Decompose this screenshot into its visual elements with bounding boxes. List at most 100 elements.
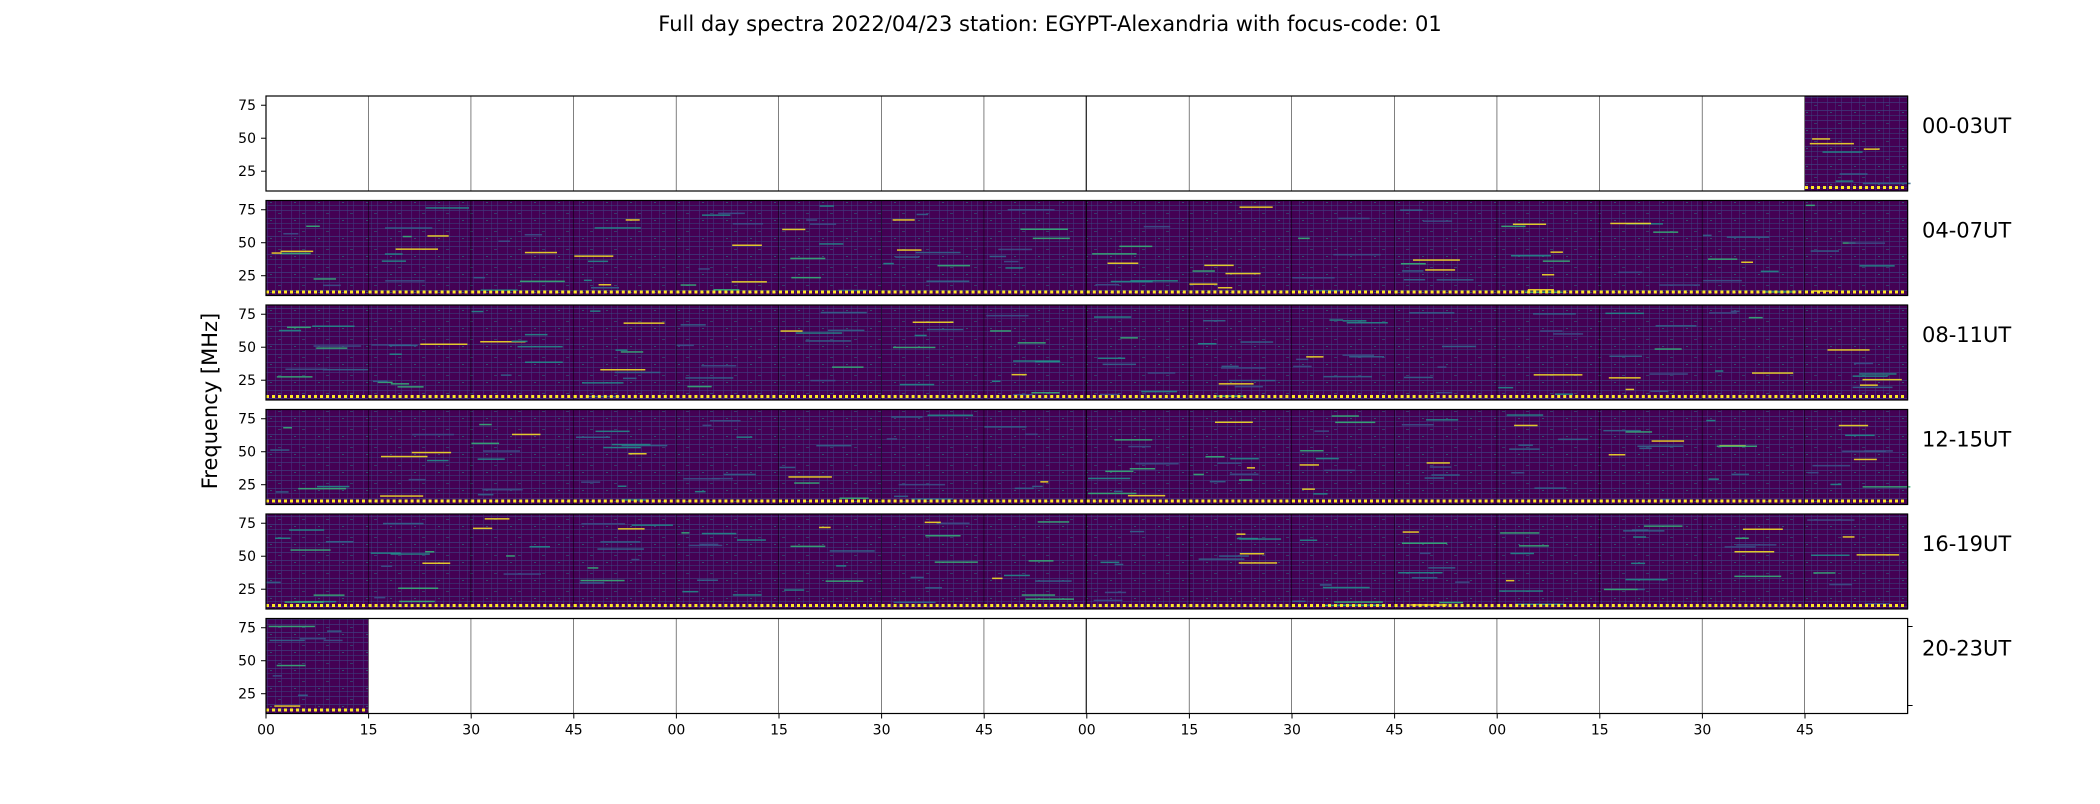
- spectral-feature: [1455, 581, 1470, 583]
- spectral-feature: [1300, 450, 1324, 452]
- spectral-feature: [1736, 544, 1777, 546]
- y-tick-label: 25: [238, 687, 256, 703]
- spectral-feature: [697, 579, 718, 581]
- spectral-feature: [511, 340, 528, 343]
- spectral-feature: [275, 537, 291, 539]
- spectral-feature: [1633, 536, 1646, 538]
- spectral-feature: [611, 443, 651, 446]
- spectral-feature: [1239, 538, 1282, 540]
- spectral-feature: [1313, 493, 1328, 495]
- spectral-feature: [897, 249, 922, 251]
- spectral-feature: [825, 580, 864, 582]
- spectral-feature: [1021, 594, 1056, 596]
- spectral-feature: [832, 366, 864, 368]
- spectral-feature: [290, 549, 331, 551]
- spectral-feature: [1338, 217, 1370, 220]
- spectral-feature: [1533, 313, 1576, 315]
- spectral-feature: [287, 326, 311, 329]
- spectral-feature: [1661, 498, 1671, 501]
- spectrum-panel: [1086, 305, 1190, 400]
- spectral-feature: [313, 594, 345, 596]
- spectrum-panel: [676, 96, 779, 191]
- spectral-feature: [390, 553, 430, 555]
- spectrum-panel: [676, 514, 779, 609]
- spectral-feature: [927, 414, 974, 416]
- spectral-feature: [1524, 291, 1563, 293]
- spectrum-panel: [573, 514, 677, 609]
- spectral-feature: [926, 280, 970, 282]
- spectral-feature: [617, 485, 627, 487]
- spectral-feature: [1230, 457, 1259, 460]
- spectral-feature: [702, 214, 731, 216]
- spectral-feature: [1533, 374, 1583, 376]
- spectral-feature: [1509, 448, 1540, 450]
- spectral-feature: [819, 526, 831, 529]
- spectrum-panel: [471, 514, 574, 609]
- spectral-feature: [688, 544, 723, 547]
- spectral-feature: [506, 555, 515, 557]
- spectral-feature: [779, 466, 796, 469]
- spectral-feature: [482, 489, 523, 491]
- spectral-feature: [892, 346, 936, 349]
- spectral-feature: [1192, 270, 1215, 272]
- spectral-feature: [1625, 431, 1653, 433]
- spectral-feature: [275, 491, 289, 493]
- spectral-feature: [838, 289, 868, 292]
- spectral-feature: [327, 630, 342, 632]
- spectrum-panel: [471, 618, 574, 714]
- spectrum-panel: [1805, 618, 1908, 714]
- spectral-feature: [1229, 473, 1259, 475]
- y-axis-label: Frequency [MHz]: [198, 313, 222, 489]
- spectral-feature: [737, 539, 766, 541]
- spectral-feature: [991, 380, 1001, 383]
- spectral-feature: [984, 426, 1027, 428]
- spectral-feature: [819, 205, 834, 207]
- spectral-feature: [1609, 355, 1642, 357]
- spectral-feature: [425, 551, 435, 553]
- spectral-feature: [1314, 430, 1329, 432]
- spectral-feature: [1708, 312, 1737, 314]
- spectral-feature: [408, 478, 426, 481]
- spectral-feature: [285, 368, 328, 370]
- spectral-feature: [524, 333, 548, 336]
- spectrum-panel: [676, 305, 779, 400]
- spectral-feature: [503, 573, 541, 575]
- spectral-feature: [1239, 479, 1253, 481]
- spectral-feature: [809, 223, 837, 225]
- spectral-feature: [1198, 558, 1245, 560]
- spectrum-panel: [1086, 514, 1190, 609]
- spectral-feature: [1346, 322, 1388, 324]
- spectral-feature: [1830, 483, 1842, 486]
- spectral-feature: [1726, 236, 1770, 238]
- spectral-feature: [1827, 349, 1870, 351]
- spectral-feature: [687, 385, 712, 388]
- spectral-feature: [1402, 531, 1419, 533]
- spectral-feature: [1147, 372, 1176, 374]
- spectral-feature: [828, 329, 865, 332]
- spectral-feature: [1419, 552, 1431, 555]
- spectral-feature: [1654, 348, 1682, 350]
- row-frame: [265, 408, 1909, 506]
- spectral-feature: [892, 219, 915, 221]
- spectrum-panel: [984, 305, 1087, 400]
- spectrum-panel: [1189, 200, 1292, 296]
- spectral-feature: [839, 497, 869, 499]
- spectral-feature: [1743, 528, 1783, 530]
- spectral-feature: [1653, 231, 1679, 233]
- spectrum-panel: [779, 96, 882, 191]
- spectral-feature: [583, 279, 592, 282]
- spectral-feature: [384, 253, 403, 255]
- spectral-feature: [805, 340, 852, 342]
- spectral-feature: [1741, 261, 1753, 263]
- spectral-feature: [718, 212, 745, 215]
- spectral-feature: [576, 436, 611, 438]
- spectral-feature: [1141, 390, 1178, 393]
- y-tick-label: 75: [238, 98, 256, 114]
- spectral-feature: [480, 289, 518, 291]
- spectral-feature: [284, 601, 324, 603]
- spectral-feature: [1028, 560, 1054, 562]
- spectral-feature: [1838, 424, 1869, 427]
- spectral-feature: [992, 577, 1003, 580]
- spectrum-panel: [984, 618, 1087, 714]
